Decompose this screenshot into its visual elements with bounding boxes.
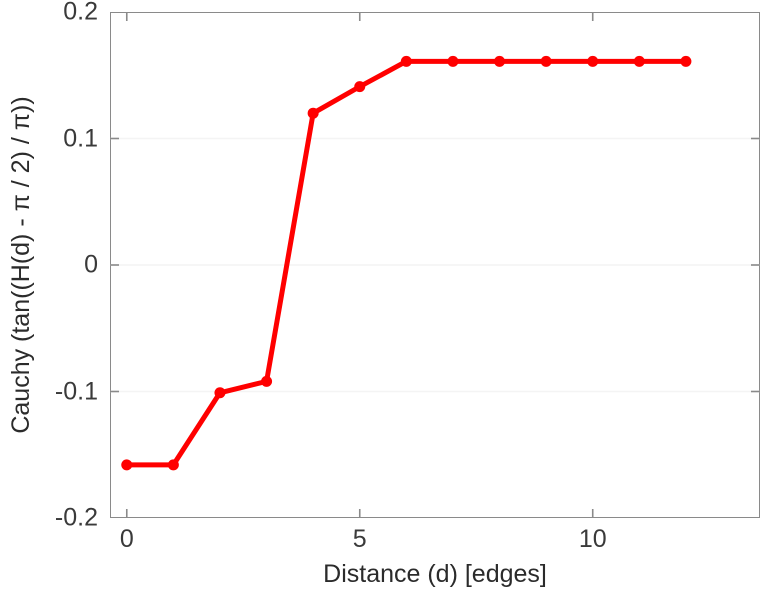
data-point-markers: [121, 55, 692, 471]
x-tick-label: 5: [352, 525, 367, 553]
data-point: [354, 81, 366, 93]
y-tick-label: -0.1: [54, 377, 98, 405]
x-tick-label: 0: [119, 525, 134, 553]
data-point: [400, 55, 412, 67]
gridlines: [110, 137, 760, 393]
y-tick-label: -0.2: [54, 503, 98, 532]
plot-area: [110, 12, 760, 518]
data-point: [587, 55, 599, 67]
data-line-cauchy: [124, 58, 689, 468]
y-axis-tick-labels: -0.2 -0.1 0 0.1 0.2: [20, 0, 98, 600]
data-point: [307, 107, 319, 119]
data-point: [167, 459, 179, 471]
data-point: [633, 55, 645, 67]
x-axis-title: Distance (d) [edges]: [323, 560, 547, 588]
data-point: [540, 55, 552, 67]
data-point: [214, 387, 226, 399]
y-tick-label: 0.2: [63, 0, 98, 26]
data-point: [261, 375, 273, 387]
y-tick-label: 0: [84, 250, 98, 279]
data-point: [494, 55, 506, 67]
data-point: [121, 459, 133, 471]
data-point: [680, 55, 692, 67]
axis-tick-marks: [110, 12, 760, 518]
x-tick-label: 10: [578, 525, 607, 553]
data-point: [447, 55, 459, 67]
y-tick-label: 0.1: [63, 124, 98, 152]
